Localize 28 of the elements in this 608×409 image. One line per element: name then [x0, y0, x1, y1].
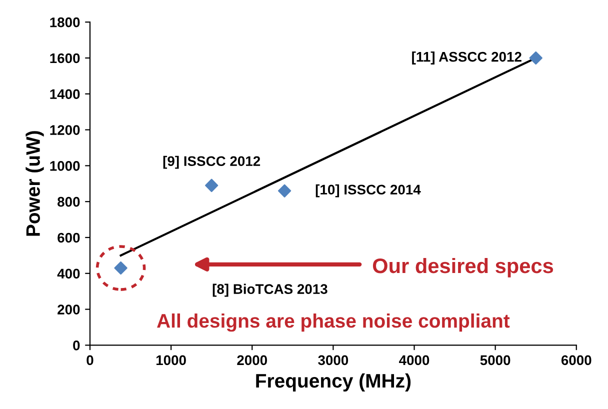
y-tick-label: 400: [57, 268, 80, 279]
y-tick-label: 1000: [50, 161, 80, 171]
y-tick-label: 600: [58, 232, 80, 243]
annotation: [10] ISSCC 2014: [316, 184, 421, 198]
point: [278, 184, 292, 198]
x-axis-title: Frequency (MHz): [256, 373, 411, 392]
x-tick-label: 2000: [237, 355, 267, 366]
x-tick-label: 0: [86, 355, 94, 366]
annotation: Our desired specs: [372, 258, 554, 278]
point: [529, 51, 542, 65]
y-tick-label: 1400: [50, 89, 80, 100]
y-axis-title: Power (uW): [26, 131, 44, 236]
x-tick-label: 6000: [561, 355, 592, 366]
y-tick-label: 800: [58, 196, 80, 207]
annotation: [11] ASSCC 2012: [412, 52, 522, 64]
x-tick-label: 4000: [399, 355, 430, 366]
annotation: All designs are phase noise compliant: [157, 313, 510, 332]
y-tick-label: 1200: [50, 125, 80, 135]
x-tick-label: 3000: [318, 355, 348, 366]
y-tick-label: 0: [73, 340, 80, 350]
annotation: [9] ISSCC 2012: [163, 156, 260, 169]
point: [204, 178, 218, 192]
x-tick-label: 1000: [156, 355, 186, 366]
y-tick-label: 200: [58, 304, 80, 314]
annotation: [8] BioTCAS 2013: [212, 284, 328, 297]
x-tick-label: 5000: [480, 355, 510, 366]
y-tick-label: 1600: [50, 53, 80, 64]
y-tick-label: 1800: [50, 17, 80, 28]
